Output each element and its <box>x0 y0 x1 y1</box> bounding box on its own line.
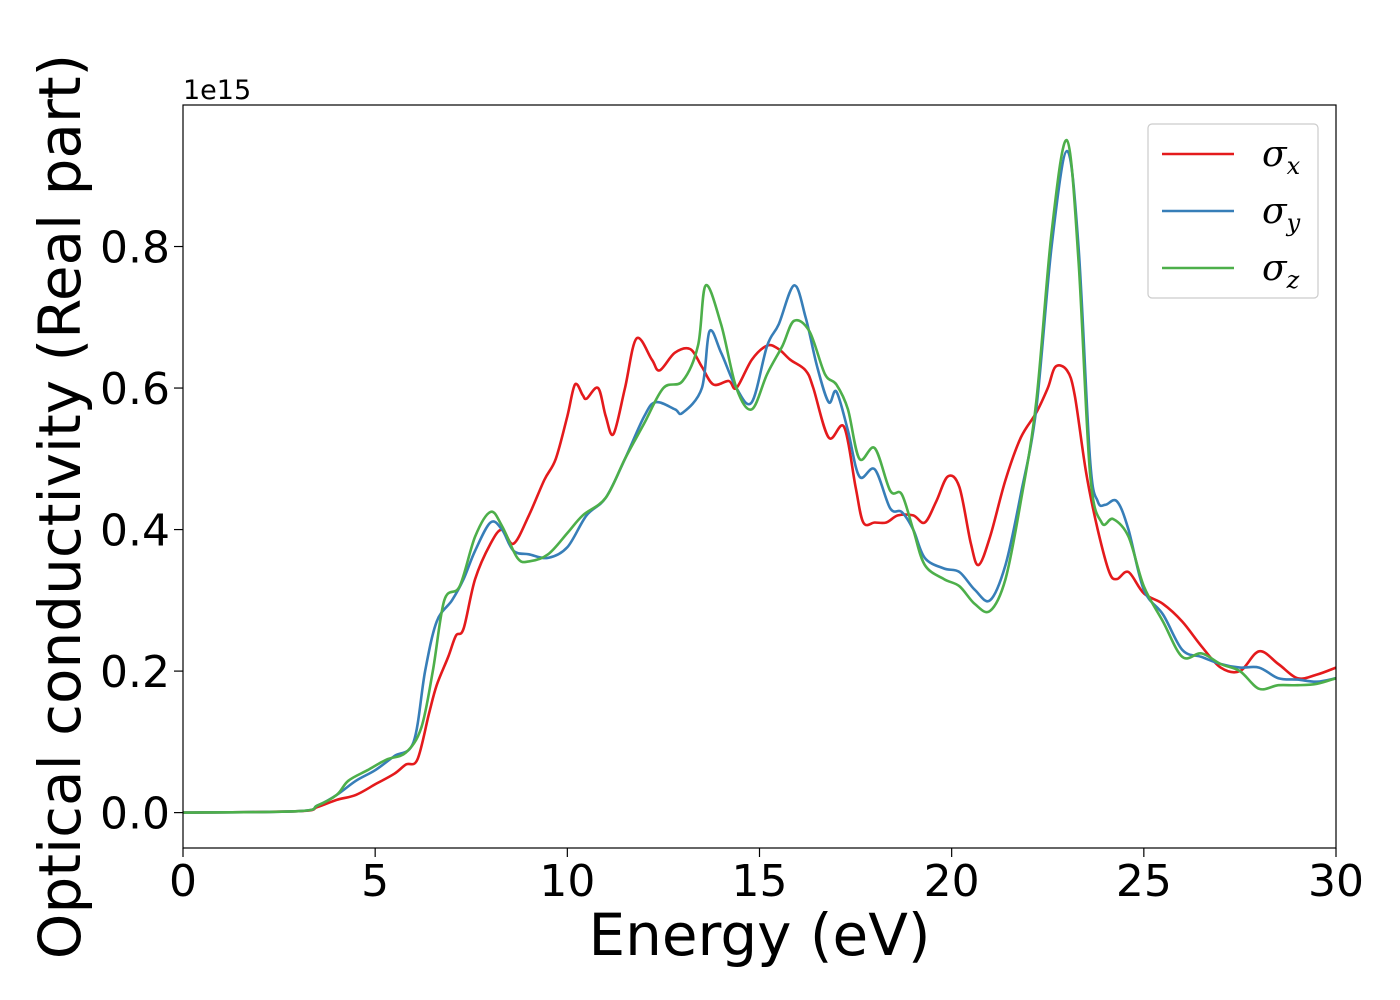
y-axis-label: Optical conductivity (Real part) <box>26 54 94 959</box>
y-tick-label: 0.6 <box>100 364 170 415</box>
series-layer <box>182 139 1337 814</box>
y-tick-label: 0.4 <box>100 506 170 557</box>
x-tick-label: 0 <box>169 856 197 907</box>
series-line-x <box>182 336 1337 814</box>
series-line-y <box>182 149 1337 814</box>
x-tick-label: 15 <box>732 856 788 907</box>
x-tick-label: 30 <box>1308 856 1364 907</box>
y-tick-label: 0.8 <box>100 223 170 274</box>
legend-label-y: σy <box>1262 191 1301 237</box>
x-axis-ticks: 0 5 10 15 20 25 30 <box>169 848 1364 907</box>
x-tick-label: 10 <box>539 856 595 907</box>
y-tick-label: 0.2 <box>100 647 170 698</box>
x-axis-label: Energy (eV) <box>588 901 930 969</box>
legend: σx σy σz <box>1147 123 1319 299</box>
y-axis-ticks: 0.0 0.2 0.4 0.6 0.8 <box>100 223 183 840</box>
legend-label-z: σz <box>1262 248 1300 294</box>
legend-items: σx σy σz <box>1162 134 1301 294</box>
y-tick-label: 0.0 <box>100 789 170 840</box>
x-tick-label: 25 <box>1116 856 1172 907</box>
x-tick-label: 5 <box>361 856 389 907</box>
legend-label-x: σx <box>1262 134 1301 180</box>
series-line-z <box>182 139 1337 814</box>
x-tick-label: 20 <box>924 856 980 907</box>
y-offset-label: 1e15 <box>183 75 251 106</box>
